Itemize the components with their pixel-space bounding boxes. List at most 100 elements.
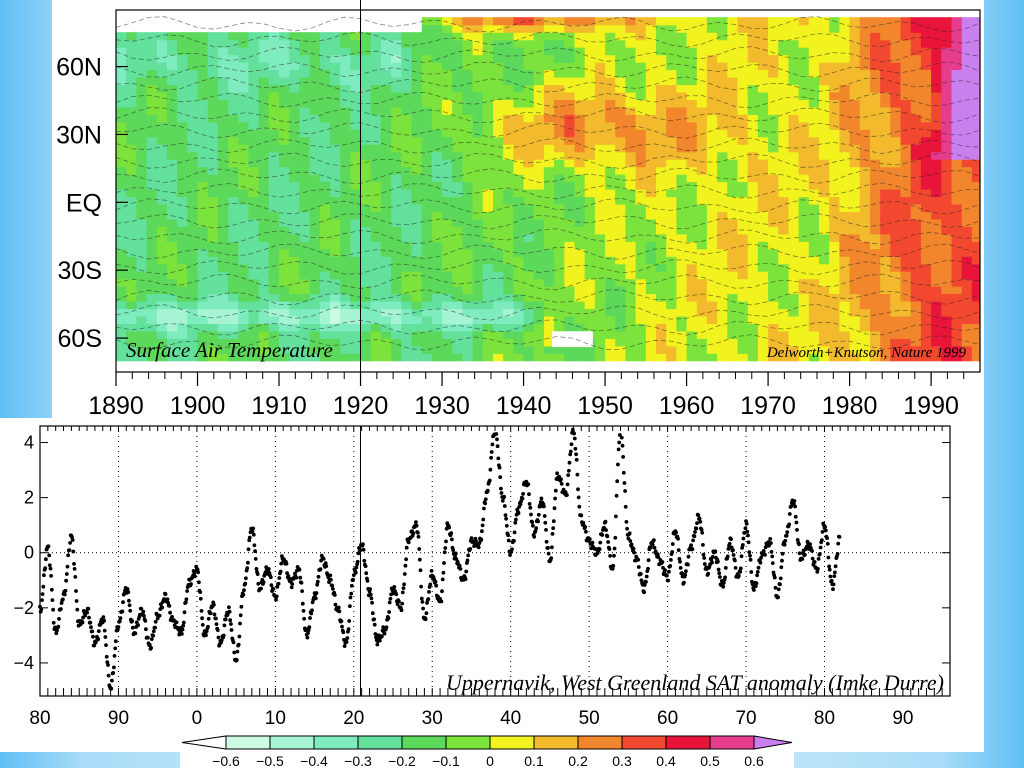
heatmap-cell (737, 91, 749, 100)
heatmap-cell (961, 226, 973, 235)
heatmap-cell (340, 330, 351, 339)
heatmap-cell (706, 91, 718, 100)
heatmap-cell (217, 99, 229, 108)
heatmap-cell (340, 218, 351, 227)
heatmap-cell (788, 99, 800, 108)
heatmap-cell (431, 121, 443, 130)
heatmap-cell (951, 166, 963, 175)
heatmap-cell (706, 106, 718, 115)
heatmap-cell (452, 114, 463, 123)
heatmap-cell (920, 129, 932, 138)
heatmap-cell (900, 144, 912, 153)
heatmap-cell (228, 129, 239, 138)
heatmap-cell (156, 271, 168, 280)
heatmap-cell (829, 91, 840, 100)
heatmap-cell (931, 129, 942, 138)
heatmap-cell (207, 308, 219, 317)
heatmap-cell (890, 54, 902, 63)
heatmap-cell (645, 151, 657, 160)
data-point (96, 629, 101, 633)
heatmap-cell (309, 84, 321, 93)
heatmap-cell (971, 338, 980, 347)
heatmap-cell (554, 106, 565, 115)
heatmap-cell (910, 144, 922, 153)
heatmap-cell (941, 301, 953, 310)
heatmap-cell (910, 256, 922, 265)
heatmap-cell (217, 166, 229, 175)
heatmap-cell (696, 301, 708, 310)
heatmap-cell (136, 330, 148, 339)
heatmap-cell (645, 308, 657, 317)
data-point (70, 538, 75, 542)
heatmap-cell (360, 121, 372, 130)
heatmap-cell (798, 196, 810, 205)
heatmap-cell (706, 17, 718, 26)
heatmap-cell (543, 226, 555, 235)
heatmap-cell (431, 62, 443, 71)
heatmap-cell (217, 330, 229, 339)
heatmap-cell (452, 256, 463, 265)
heatmap-cell (533, 17, 545, 26)
heatmap-cell (747, 77, 759, 86)
heatmap-cell (768, 54, 779, 63)
heatmap-cell (431, 211, 443, 220)
heatmap-cell (452, 338, 463, 347)
heatmap-cell (126, 196, 137, 205)
heatmap-cell (391, 159, 402, 168)
heatmap-cell (503, 286, 514, 295)
heatmap-cell (370, 114, 382, 123)
heatmap-cell (482, 144, 494, 153)
heatmap-cell (197, 218, 209, 227)
heatmap-cell (870, 218, 881, 227)
data-point (314, 591, 319, 595)
heatmap-cell (238, 129, 250, 138)
data-point (499, 491, 504, 495)
heatmap-cell (788, 17, 800, 26)
heatmap-cell (686, 286, 698, 295)
heatmap-cell (258, 330, 270, 339)
heatmap-cell (747, 330, 759, 339)
heatmap-cell (584, 106, 596, 115)
heatmap-cell (462, 330, 474, 339)
heatmap-cell (442, 256, 453, 265)
heatmap-cell (207, 248, 219, 257)
heatmap-cell (880, 166, 891, 175)
x-tick-label: 1960 (659, 392, 715, 418)
heatmap-cell (931, 77, 942, 86)
heatmap-cell (778, 241, 790, 250)
heatmap-cell (513, 62, 525, 71)
heatmap-cell (309, 159, 321, 168)
heatmap-cell (727, 47, 739, 56)
heatmap-cell (299, 218, 311, 227)
heatmap-cell (666, 159, 677, 168)
contour-line (116, 152, 980, 170)
heatmap-cell (513, 159, 525, 168)
contour-line (116, 91, 980, 109)
heatmap-cell (605, 39, 616, 48)
data-point (117, 619, 122, 624)
heatmap-cell (462, 166, 474, 175)
heatmap-cell (737, 271, 749, 280)
heatmap-cell (126, 181, 137, 190)
heatmap-cell (238, 338, 250, 347)
heatmap-cell (360, 136, 372, 145)
heatmap-cell (747, 106, 759, 115)
heatmap-cell (951, 196, 963, 205)
heatmap-cell (268, 248, 280, 257)
heatmap-cell (543, 91, 555, 100)
heatmap-cell (706, 121, 718, 130)
heatmap-cell (594, 47, 606, 56)
heatmap-cell (340, 338, 351, 347)
heatmap-cell (971, 159, 980, 168)
heatmap-cell (238, 151, 250, 160)
heatmap-cell (839, 256, 851, 265)
data-point (306, 631, 310, 635)
heatmap-cell (493, 144, 504, 153)
heatmap-cell (523, 256, 535, 265)
heatmap-cell (594, 144, 606, 153)
heatmap-cell (747, 293, 759, 302)
heatmap-cell (258, 315, 270, 324)
heatmap-cell (197, 256, 209, 265)
heatmap-cell (116, 144, 127, 153)
heatmap-cell (319, 211, 331, 220)
